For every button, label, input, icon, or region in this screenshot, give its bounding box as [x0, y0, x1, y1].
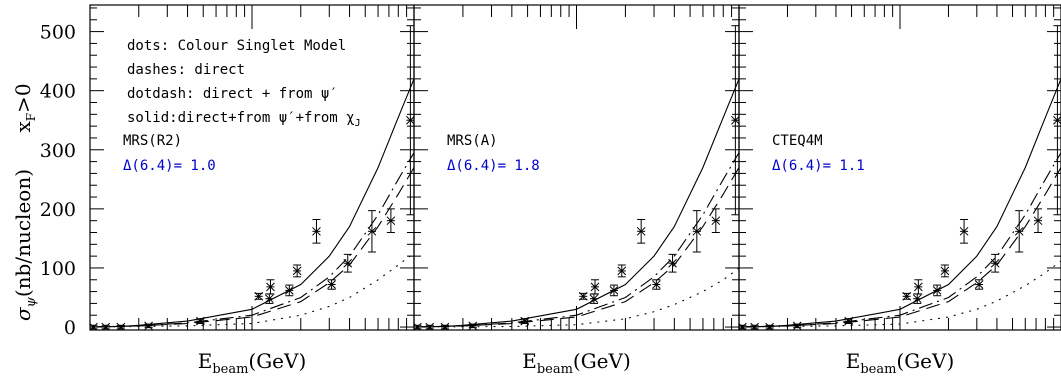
pdf-label: MRS(A) [447, 133, 498, 149]
data-point [292, 264, 302, 278]
legend-entry: dotdash: direct + from ψ′ [127, 86, 338, 102]
y-tick-label: 300 [40, 140, 76, 162]
data-point [739, 322, 747, 330]
data-point [912, 293, 922, 304]
x-axis-title: Ebeam(GeV) [522, 349, 631, 377]
data-point [196, 316, 205, 326]
legend-entry: solid:direct+from ψ′+from χJ [127, 110, 361, 129]
data-point [636, 219, 646, 244]
chi2-label: Δ(6.4)= 1.0 [123, 158, 216, 174]
data-point [902, 291, 912, 301]
curve-dashed [90, 167, 414, 328]
data-point [284, 284, 294, 297]
data-point [589, 293, 599, 304]
data-point [609, 284, 619, 297]
data-point [617, 264, 627, 278]
curve-solid [739, 78, 1061, 328]
curve-dashed [739, 167, 1061, 328]
xf-cut-label: xF>0 [11, 83, 38, 132]
curve-dotted [414, 267, 739, 328]
data-point [651, 279, 661, 290]
curve-solid [414, 78, 739, 328]
data-point [520, 316, 530, 326]
data-point [406, 25, 414, 216]
chi2-label: Δ(6.4)= 1.8 [447, 158, 540, 174]
data-point [590, 279, 600, 295]
data-point [144, 321, 153, 330]
y-axis-title: σψ(nb/nucleon) [11, 169, 39, 321]
chi2-label: Δ(6.4)= 1.1 [772, 158, 865, 174]
y-tick-label: 0 [64, 317, 76, 339]
data-point [116, 322, 126, 330]
pdf-label: CTEQ4M [772, 133, 823, 149]
data-point [932, 284, 942, 297]
panel-1: 0 100 200 300 400 500 Ebeam(GeV) dots: Colour S… [40, 4, 415, 377]
data-point [1053, 25, 1061, 216]
data-point [959, 219, 969, 244]
y-tick-label: 200 [40, 199, 76, 221]
data-point [90, 322, 98, 330]
data-point [343, 253, 353, 273]
data-point [265, 293, 274, 304]
data-point [578, 291, 588, 301]
curve-dashdot [414, 152, 739, 328]
data-point [792, 321, 802, 330]
data-point [254, 291, 264, 301]
curve-dotted [90, 252, 414, 328]
data-point [711, 208, 721, 233]
data-point [440, 322, 450, 330]
legend-entry: dashes: direct [127, 62, 245, 78]
legend: dots: Colour Singlet Model dashes: direct… [127, 38, 361, 129]
data-point [468, 321, 478, 330]
data-point [367, 210, 377, 253]
x-axis-title: Ebeam(GeV) [198, 349, 307, 377]
y-tick-label: 500 [40, 22, 76, 44]
panel-2: Ebeam(GeV) MRS(A) Δ(6.4)= 1.8 [413, 4, 740, 377]
y-tick-label: 100 [40, 258, 76, 280]
data-point [844, 316, 854, 326]
data-point [1014, 210, 1024, 253]
x-axis-title: Ebeam(GeV) [846, 349, 955, 377]
curve-dashed [414, 167, 739, 328]
data-point [101, 322, 111, 330]
y-tick-label: 400 [40, 81, 76, 103]
data-point [266, 279, 275, 295]
data-point [327, 279, 336, 290]
data-point [990, 253, 1000, 273]
data-point [425, 322, 435, 330]
data-point [668, 253, 677, 273]
data-point [913, 279, 923, 295]
curve-dashdot [739, 152, 1061, 328]
legend-entry: dots: Colour Singlet Model [127, 38, 346, 54]
data-point [414, 322, 422, 330]
curve-dashdot [90, 152, 414, 328]
panel-3: Ebeam(GeV) CTEQ4M Δ(6.4)= 1.1 [738, 4, 1061, 377]
data-point [750, 322, 759, 330]
data-point [940, 264, 950, 278]
data-point [731, 25, 739, 216]
data-point [312, 219, 321, 244]
data-point [1033, 208, 1043, 233]
pdf-label: MRS(R2) [123, 133, 182, 149]
data-point [692, 210, 702, 253]
data-point [765, 322, 774, 330]
data-point [974, 279, 984, 290]
data-point [386, 208, 396, 233]
